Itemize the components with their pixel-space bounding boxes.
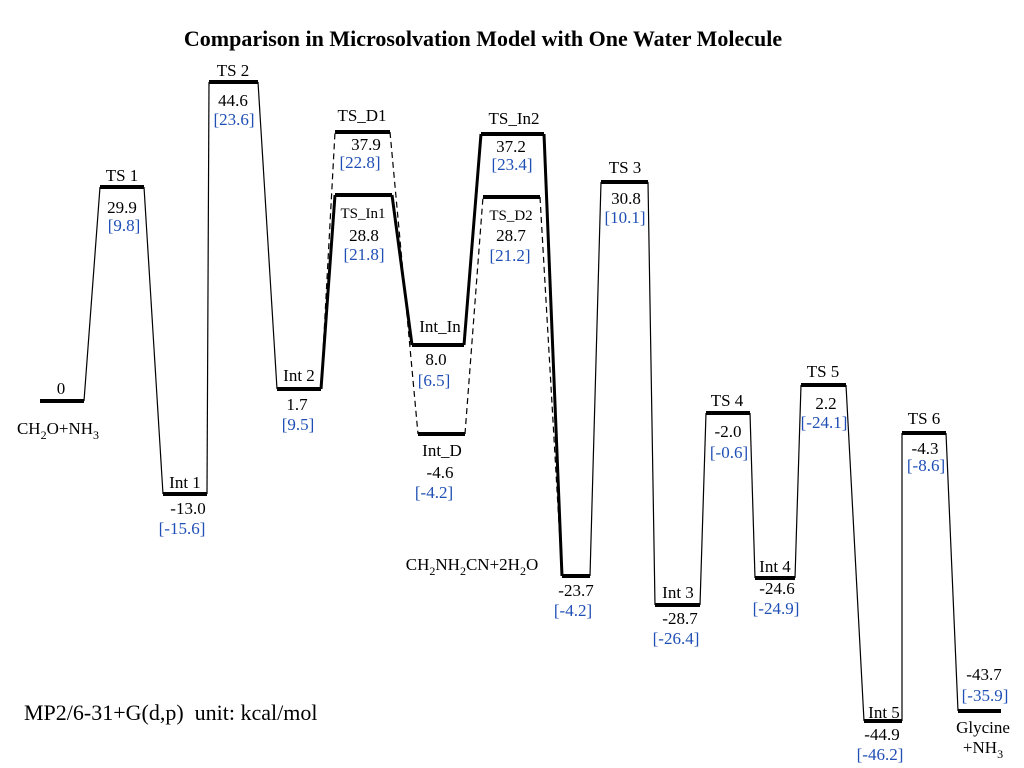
energy-ts6: -4.3 <box>912 439 939 458</box>
label-int3: Int 3 <box>662 583 694 602</box>
label-int_in: Int_In <box>419 317 461 336</box>
energy-ts_in1: 28.8 <box>349 226 379 245</box>
bracket-int5: [-46.2] <box>857 745 904 764</box>
energy-ts_d1: 37.9 <box>351 135 381 154</box>
connector <box>647 181 656 606</box>
connector <box>699 412 707 606</box>
connector <box>83 186 101 402</box>
bracket-values: [9.8] [-15.6] [23.6] [9.5] [22.8] [21.8]… <box>108 110 1009 764</box>
connector <box>945 432 959 712</box>
bracket-int1: [-15.6] <box>159 519 206 538</box>
bracket-product: [-35.9] <box>962 686 1009 705</box>
bracket-int3: [-26.4] <box>653 629 700 648</box>
energy-int_d: -4.6 <box>427 463 454 482</box>
label-product-line2: +NH3 <box>963 738 1003 761</box>
diagram-title: Comparison in Microsolvation Model with … <box>184 26 782 51</box>
label-ts_d1: TS_D1 <box>337 106 386 125</box>
label-int2: Int 2 <box>283 366 315 385</box>
label-ts6: TS 6 <box>908 409 941 428</box>
energy-ts_d2: 28.7 <box>496 226 526 245</box>
connector <box>845 384 865 722</box>
label-nitrile: CH2NH2CN+2H2O <box>406 555 538 578</box>
connector <box>320 131 336 390</box>
energy-ts2: 44.6 <box>218 91 248 110</box>
energy-values: 0 29.9 -13.0 44.6 1.7 37.9 28.8 8.0 -4.6… <box>57 91 1002 744</box>
label-int4: Int 4 <box>759 557 791 576</box>
energy-ts_in2: 37.2 <box>496 137 526 156</box>
connector <box>462 133 483 346</box>
energy-int3: -28.7 <box>662 609 698 628</box>
bracket-ts_in2: [23.4] <box>491 155 532 174</box>
label-ts_in1: TS_In1 <box>341 206 386 222</box>
label-ts_d2: TS_D2 <box>489 208 532 224</box>
connector <box>389 131 419 435</box>
bracket-ts2: [23.6] <box>213 110 254 129</box>
bracket-ts_in1: [21.8] <box>343 245 384 264</box>
energy-product: -43.7 <box>966 665 1002 684</box>
energy-ts3: 30.8 <box>611 189 641 208</box>
bracket-ts3: [10.1] <box>604 208 645 227</box>
connector <box>794 384 802 579</box>
label-ts3: TS 3 <box>609 158 642 177</box>
bracket-ts5: [-24.1] <box>801 413 848 432</box>
bracket-int2: [9.5] <box>282 415 315 434</box>
energy-ts5: 2.2 <box>815 394 836 413</box>
bracket-ts_d1: [22.8] <box>339 153 380 172</box>
connector-lines <box>83 81 959 722</box>
label-int5: Int 5 <box>868 703 900 722</box>
level-bars <box>40 80 1001 723</box>
connector <box>143 186 164 495</box>
energy-int5: -44.9 <box>864 725 899 744</box>
energy-int_in: 8.0 <box>425 350 446 369</box>
energy-ts1: 29.9 <box>107 198 137 217</box>
energy-int2: 1.7 <box>286 395 308 414</box>
connector <box>257 81 278 390</box>
connector <box>749 412 756 579</box>
level-labels: CH2O+NH3 TS 1 Int 1 TS 2 Int 2 TS_D1 TS_… <box>17 61 1010 761</box>
label-int_d: Int_D <box>422 441 462 460</box>
label-ts5: TS 5 <box>807 362 840 381</box>
label-ts4: TS 4 <box>711 391 744 410</box>
bracket-int_d: [-4.2] <box>415 483 453 502</box>
bracket-ts4: [-0.6] <box>710 443 748 462</box>
bracket-ts_d2: [21.2] <box>489 246 530 265</box>
connector <box>539 196 563 577</box>
bracket-int_in: [6.5] <box>418 371 451 390</box>
bracket-int4: [-24.9] <box>753 599 800 618</box>
bracket-ts1: [9.8] <box>108 216 141 235</box>
energy-reactant: 0 <box>57 379 66 398</box>
connector <box>390 194 414 346</box>
connector <box>319 194 337 390</box>
energy-int4: -24.6 <box>759 579 794 598</box>
d-pathway-lines <box>320 131 563 577</box>
bracket-ts6: [-8.6] <box>907 456 945 475</box>
connector <box>542 133 564 577</box>
label-int1: Int 1 <box>169 473 201 492</box>
label-ts1: TS 1 <box>106 166 139 185</box>
connector <box>206 81 210 495</box>
label-product: Glycine <box>956 718 1010 737</box>
label-ts2: TS 2 <box>217 61 250 80</box>
label-reactant: CH2O+NH3 <box>17 419 99 442</box>
energy-nitrile: -23.7 <box>558 581 594 600</box>
label-ts_in2: TS_In2 <box>489 109 540 128</box>
energy-ts4: -2.0 <box>715 422 742 441</box>
bracket-nitrile: [-4.2] <box>554 601 592 620</box>
energy-int1: -13.0 <box>170 499 205 518</box>
method-unit-note: MP2/6-31+G(d,p) unit: kcal/mol <box>24 700 318 725</box>
connector <box>589 181 602 577</box>
